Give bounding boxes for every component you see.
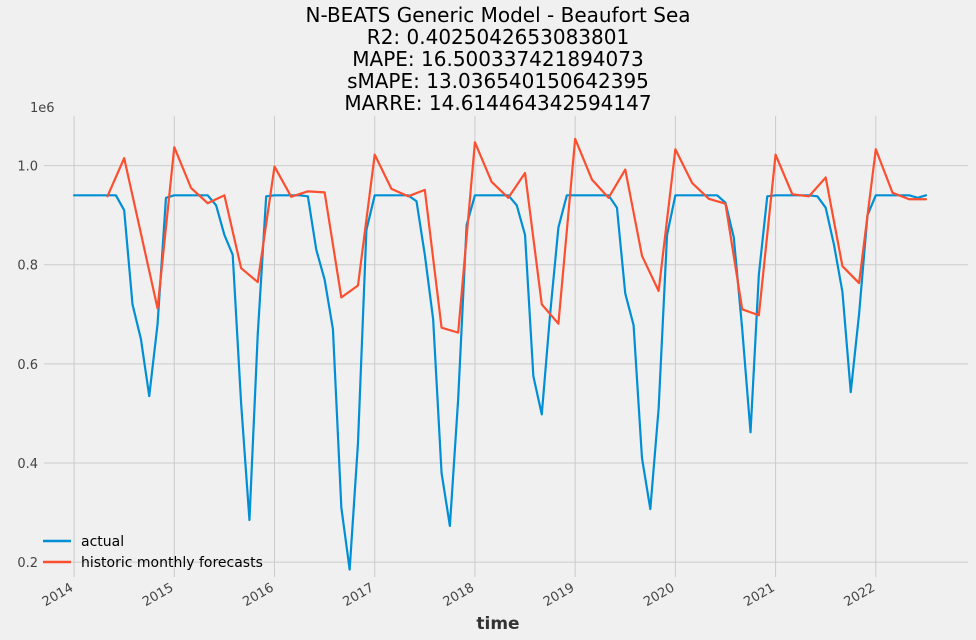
y-tick-label-0: 0.2	[17, 556, 38, 571]
y-tick-label-3: 0.8	[17, 259, 38, 274]
series-line-0	[72, 194, 928, 571]
legend-label-1: historic monthly forecasts	[81, 555, 263, 571]
y-tick-labels: 0.2 0.4 0.6 0.8 1.0	[17, 160, 38, 572]
y-tick-label-2: 0.6	[17, 358, 38, 373]
x-axis-label: time	[476, 614, 519, 634]
grid-lines	[44, 116, 968, 577]
y-tick-label-4: 1.0	[17, 160, 38, 175]
title-line-4: MARRE: 14.614464342594147	[344, 91, 651, 115]
title-line-1: R2: 0.4025042653083801	[367, 25, 629, 49]
legend-label-0: actual	[81, 534, 124, 550]
title-line-3: sMAPE: 13.036540150642395	[347, 69, 649, 93]
legend: actual historic monthly forecasts	[43, 534, 263, 571]
chart-title: N-BEATS Generic Model - Beaufort SeaR2: …	[305, 3, 690, 115]
title-line-0: N-BEATS Generic Model - Beaufort Sea	[305, 3, 690, 27]
title-line-2: MAPE: 16.500337421894073	[352, 47, 643, 71]
series-lines	[72, 137, 928, 571]
series-line-1	[106, 137, 928, 334]
y-tick-label-1: 0.4	[17, 457, 38, 472]
y-offset-label: 1e6	[30, 101, 55, 116]
